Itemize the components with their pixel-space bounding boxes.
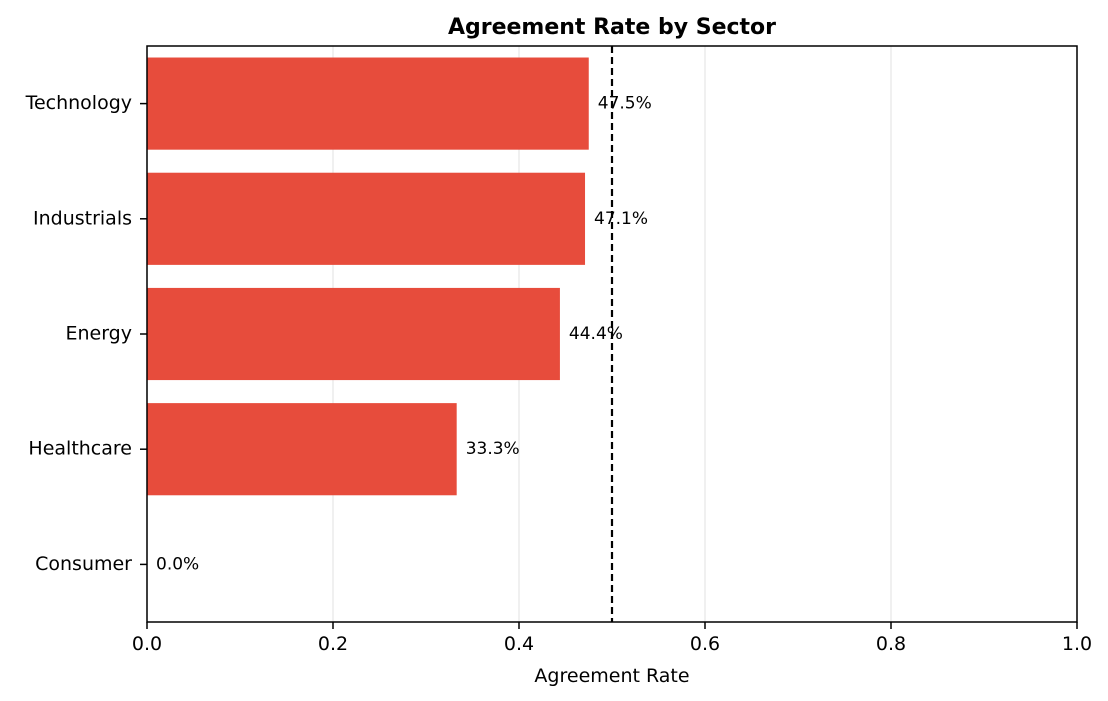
y-tick-label: Energy bbox=[65, 323, 132, 345]
axes: 0.0 0.2 0.4 0.6 0.8 1.0 Technology Industrials E… bbox=[25, 45, 1092, 655]
y-tick-label: Industrials bbox=[33, 207, 132, 229]
bar-value-label: 47.1% bbox=[594, 209, 648, 229]
x-tick-label: 0.8 bbox=[876, 633, 906, 655]
bar-value-label: 0.0% bbox=[156, 554, 199, 574]
x-axis-title: Agreement Rate bbox=[534, 665, 689, 687]
x-tick-label: 0.2 bbox=[318, 633, 348, 655]
bars bbox=[147, 57, 589, 496]
y-tick-label: Healthcare bbox=[28, 438, 132, 460]
x-tick-label: 1.0 bbox=[1062, 633, 1092, 655]
y-tick-label: Consumer bbox=[35, 553, 132, 575]
bar bbox=[147, 287, 560, 381]
bar bbox=[147, 172, 586, 265]
bar-value-label: 33.3% bbox=[466, 439, 520, 459]
bar-labels: 47.5% 47.1% 44.4% 33.3% 0.0% bbox=[156, 94, 652, 575]
bar bbox=[147, 403, 457, 496]
bar-value-label: 47.5% bbox=[598, 94, 652, 114]
bar-value-label: 44.4% bbox=[569, 324, 623, 344]
y-tick-label: Technology bbox=[25, 92, 132, 114]
bar bbox=[147, 57, 589, 150]
x-tick-label: 0.6 bbox=[690, 633, 720, 655]
x-tick-label: 0.4 bbox=[504, 633, 534, 655]
chart-title: Agreement Rate by Sector bbox=[448, 15, 776, 40]
x-tick-label: 0.0 bbox=[132, 633, 162, 655]
